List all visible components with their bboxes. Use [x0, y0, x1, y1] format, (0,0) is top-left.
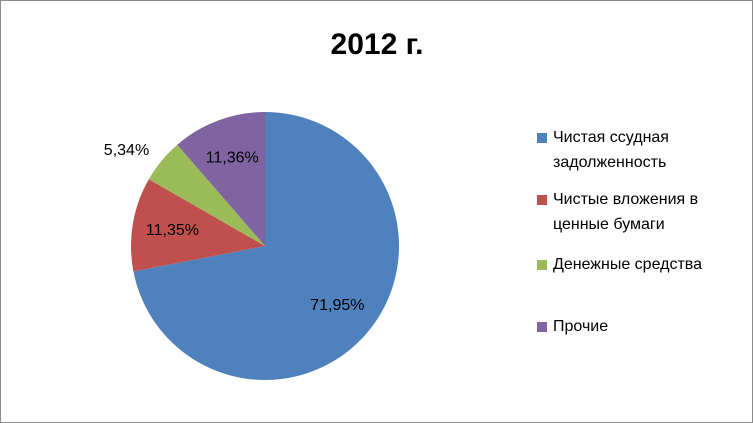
legend-label: Чистые вложения в ценные бумаги — [553, 191, 699, 233]
legend-item: Прочие — [537, 314, 727, 339]
legend-label: Прочие — [553, 318, 609, 335]
pie-slice — [177, 112, 265, 246]
pie-slice — [148, 144, 265, 246]
pie-slice — [133, 112, 399, 380]
legend-label: Чистая ссудная задолженность — [553, 129, 669, 171]
legend-item: Денежные средства — [537, 252, 727, 277]
legend-item: Чистые вложения в ценные бумаги — [537, 187, 727, 237]
legend-swatch — [537, 260, 547, 270]
data-label: 11,36% — [206, 149, 259, 166]
legend-item: Чистая ссудная задолженность — [537, 125, 727, 175]
data-label: 5,34% — [104, 142, 149, 159]
legend-swatch — [537, 322, 547, 332]
legend-swatch — [537, 133, 547, 143]
legend-swatch — [537, 195, 547, 205]
data-label: 11,35% — [146, 222, 199, 239]
data-label: 71,95% — [310, 297, 364, 314]
legend-label: Денежные средства — [553, 256, 702, 273]
pie-slice — [131, 179, 265, 272]
chart-title: 2012 г. — [331, 28, 424, 61]
